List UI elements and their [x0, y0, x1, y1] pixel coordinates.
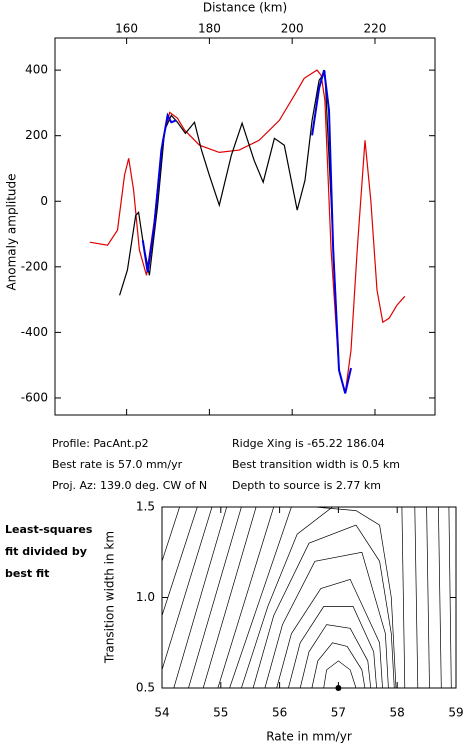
plot-frame [54, 37, 436, 416]
info-text: Best transition width is 0.5 km [232, 458, 400, 471]
y-axis-label: Anomaly amplitude [5, 173, 19, 290]
contour-line [264, 551, 389, 689]
contour-line [173, 506, 228, 689]
data-line [89, 69, 406, 394]
x-tick-label: 57 [331, 706, 346, 720]
x-tick-label: 55 [213, 706, 228, 720]
contour-line [323, 660, 357, 689]
contour-line [448, 506, 452, 689]
x-tick-label: 160 [115, 22, 138, 36]
contour-line [311, 642, 366, 689]
x-tick-label: 59 [448, 706, 463, 720]
contour-line [229, 506, 292, 689]
info-text: Profile: PacAnt.p2 [52, 437, 149, 450]
best-fit-point [335, 685, 342, 691]
x-tick-label: 180 [198, 22, 221, 36]
y-tick-label: -600 [21, 390, 48, 404]
side-label: Least-squares [5, 523, 93, 536]
y-tick-label: 1.0 [136, 590, 155, 604]
contour-line [161, 506, 198, 616]
contour-line [414, 506, 419, 689]
contour-line [314, 506, 397, 689]
x-tick-label: 220 [364, 22, 387, 36]
plot-frame [161, 506, 457, 689]
y-tick-label: 200 [25, 128, 48, 142]
x-axis-label: Distance (km) [203, 1, 287, 15]
contour-line [161, 506, 180, 562]
x-tick-label: 200 [281, 22, 304, 36]
contour-line [401, 506, 406, 689]
contour-line [438, 506, 442, 689]
contour-line [161, 506, 213, 671]
info-text: Best rate is 57.0 mm/yr [52, 458, 183, 471]
info-text: Ridge Xing is -65.22 186.04 [232, 437, 385, 450]
data-line [119, 70, 352, 394]
data-line [141, 69, 352, 394]
info-text: Proj. Az: 139.0 deg. CW of N [52, 479, 207, 492]
info-text: Depth to source is 2.77 km [232, 479, 381, 492]
y-tick-label: 400 [25, 63, 48, 77]
y-tick-label: 0.5 [136, 681, 155, 695]
contour-line [217, 506, 275, 689]
x-axis-label: Rate in mm/yr [266, 730, 352, 744]
y-tick-label: -200 [21, 259, 48, 273]
contour-line [202, 506, 257, 689]
contour-line [188, 506, 242, 689]
y-tick-label: 1.5 [136, 500, 155, 514]
side-label: fit divided by [5, 545, 87, 558]
x-tick-label: 54 [154, 706, 169, 720]
contour-line [288, 606, 377, 689]
y-axis-label: Transition width in km [103, 531, 117, 664]
contour-line [241, 506, 333, 689]
contour-line [276, 578, 383, 689]
side-label: best fit [5, 567, 49, 580]
contour-line [252, 524, 395, 689]
x-tick-label: 58 [390, 706, 405, 720]
x-tick-label: 56 [272, 706, 287, 720]
y-tick-label: 0 [40, 194, 48, 208]
contour-line [426, 506, 430, 689]
y-tick-label: -400 [21, 325, 48, 339]
contour-line [299, 624, 372, 689]
